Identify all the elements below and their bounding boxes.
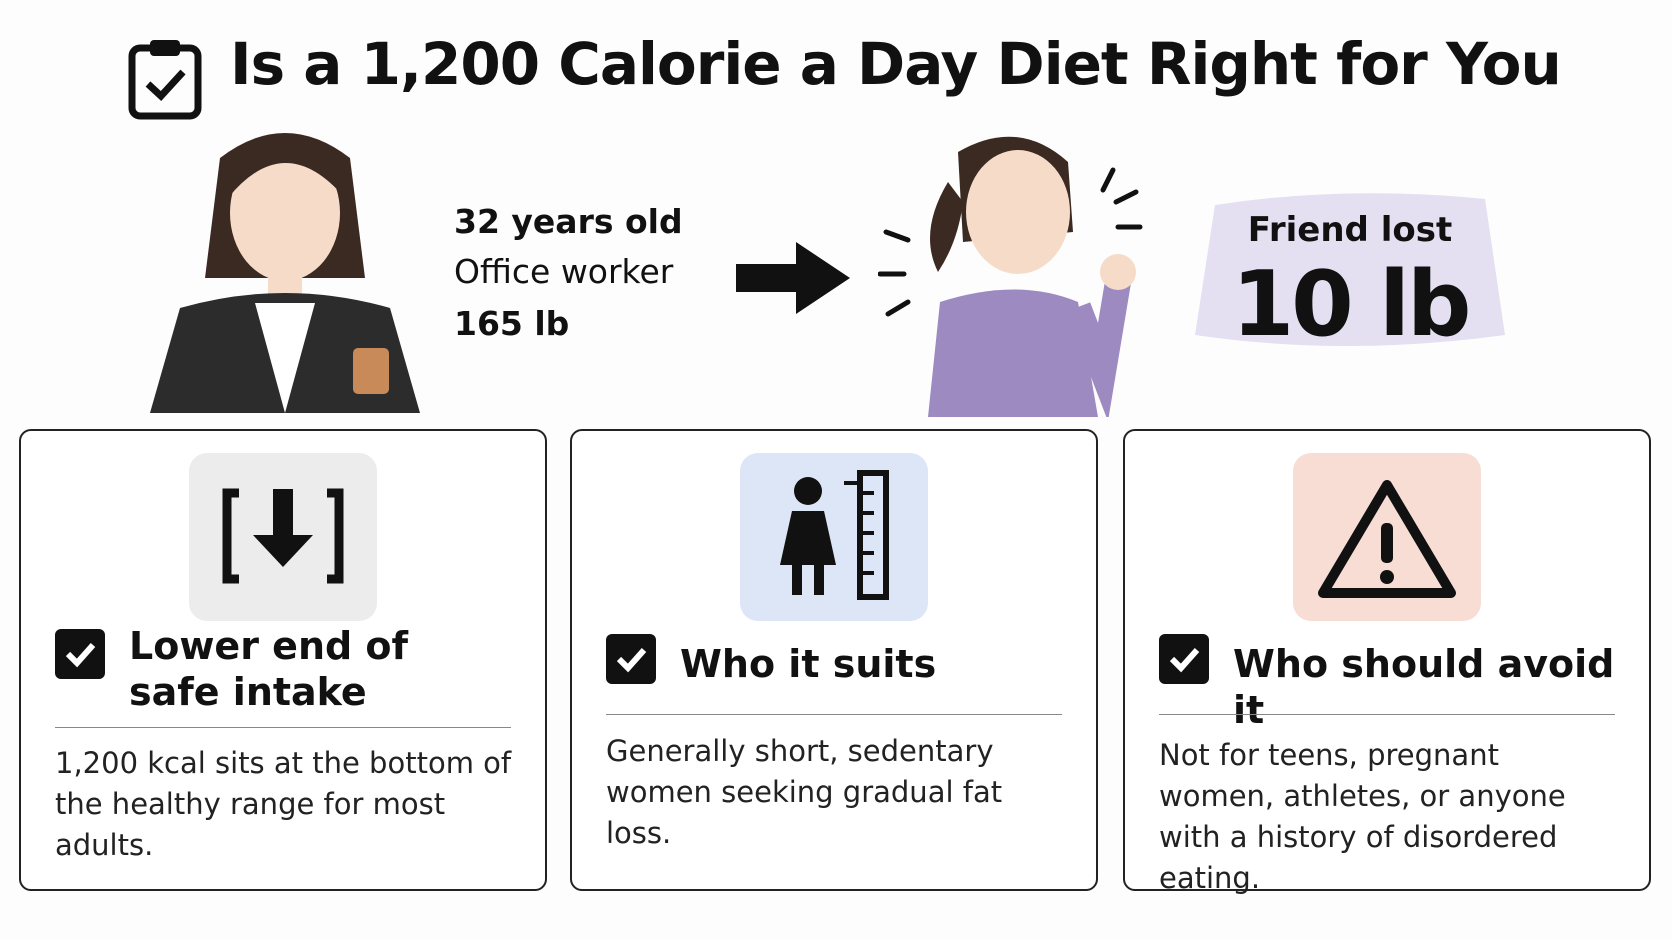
friend-value: 10 lb: [1231, 252, 1472, 357]
card-body: 1,200 kcal sits at the bottom of the hea…: [55, 746, 512, 862]
profile-age: 32 years old: [454, 202, 683, 241]
woman-illustration: [150, 133, 420, 413]
card-title: Who it suits: [680, 642, 937, 686]
clipboard-icon: [128, 40, 202, 120]
icon-box: [189, 453, 377, 621]
card: Who it suits Generally short, sedentary …: [570, 429, 1098, 891]
divider: [606, 714, 1062, 715]
card: Lower end of safe intake 1,200 kcal sits…: [19, 429, 547, 891]
icon-box: [1293, 453, 1481, 621]
divider: [1159, 714, 1615, 715]
card-title: Lower end of safe intake: [129, 624, 409, 714]
checkbox: [55, 629, 105, 679]
profile-weight: 165 lb: [454, 304, 570, 343]
arrow: [736, 242, 850, 314]
icon-box: [740, 453, 928, 621]
profile-job: Office worker: [454, 252, 674, 291]
divider: [55, 727, 511, 728]
checkbox: [1159, 634, 1209, 684]
checkbox: [606, 634, 656, 684]
highlight-brush: [1195, 193, 1505, 346]
card-title: Who should avoid it: [1233, 642, 1615, 732]
card-body: Not for teens, pregnant women, athletes,…: [1159, 738, 1566, 895]
title: Is a 1,200 Calorie a Day Diet Right for …: [230, 30, 1562, 98]
card: Who should avoid it Not for teens, pregn…: [1123, 429, 1651, 895]
friend-label: Friend lost: [1247, 210, 1453, 250]
happy-friend-illustration: [878, 136, 1143, 417]
card-body: Generally short, sedentary women seeking…: [606, 734, 1003, 850]
